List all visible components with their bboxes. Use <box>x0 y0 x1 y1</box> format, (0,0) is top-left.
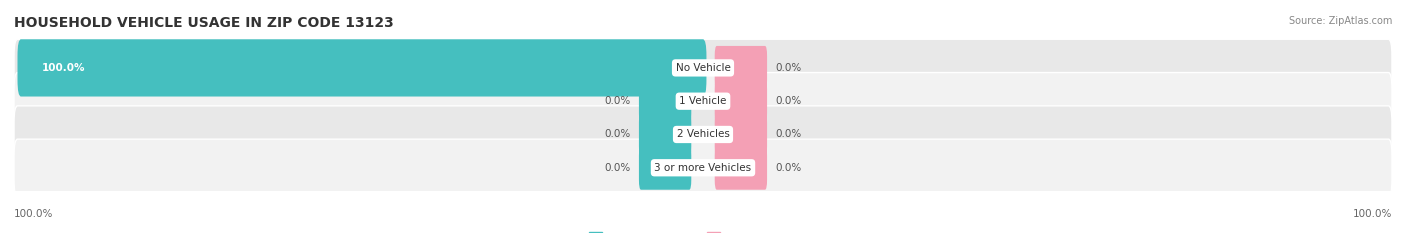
Text: 0.0%: 0.0% <box>605 163 631 173</box>
Text: 0.0%: 0.0% <box>605 130 631 140</box>
Text: No Vehicle: No Vehicle <box>675 63 731 73</box>
FancyBboxPatch shape <box>638 113 692 156</box>
Text: Source: ZipAtlas.com: Source: ZipAtlas.com <box>1288 16 1392 26</box>
Text: 0.0%: 0.0% <box>775 63 801 73</box>
Text: 0.0%: 0.0% <box>775 163 801 173</box>
FancyBboxPatch shape <box>714 146 768 190</box>
Text: 0.0%: 0.0% <box>775 130 801 140</box>
FancyBboxPatch shape <box>638 146 692 190</box>
FancyBboxPatch shape <box>638 79 692 123</box>
Text: 100.0%: 100.0% <box>42 63 86 73</box>
FancyBboxPatch shape <box>714 113 768 156</box>
FancyBboxPatch shape <box>714 79 768 123</box>
Legend: Owner-occupied, Renter-occupied: Owner-occupied, Renter-occupied <box>589 232 817 233</box>
FancyBboxPatch shape <box>14 139 1392 196</box>
Text: HOUSEHOLD VEHICLE USAGE IN ZIP CODE 13123: HOUSEHOLD VEHICLE USAGE IN ZIP CODE 1312… <box>14 16 394 30</box>
FancyBboxPatch shape <box>14 106 1392 163</box>
FancyBboxPatch shape <box>714 46 768 90</box>
Text: 0.0%: 0.0% <box>775 96 801 106</box>
FancyBboxPatch shape <box>14 72 1392 130</box>
Text: 100.0%: 100.0% <box>1353 209 1392 219</box>
FancyBboxPatch shape <box>14 39 1392 96</box>
Text: 0.0%: 0.0% <box>605 96 631 106</box>
Text: 3 or more Vehicles: 3 or more Vehicles <box>654 163 752 173</box>
Text: 2 Vehicles: 2 Vehicles <box>676 130 730 140</box>
Text: 1 Vehicle: 1 Vehicle <box>679 96 727 106</box>
Text: 100.0%: 100.0% <box>14 209 53 219</box>
FancyBboxPatch shape <box>17 39 706 96</box>
